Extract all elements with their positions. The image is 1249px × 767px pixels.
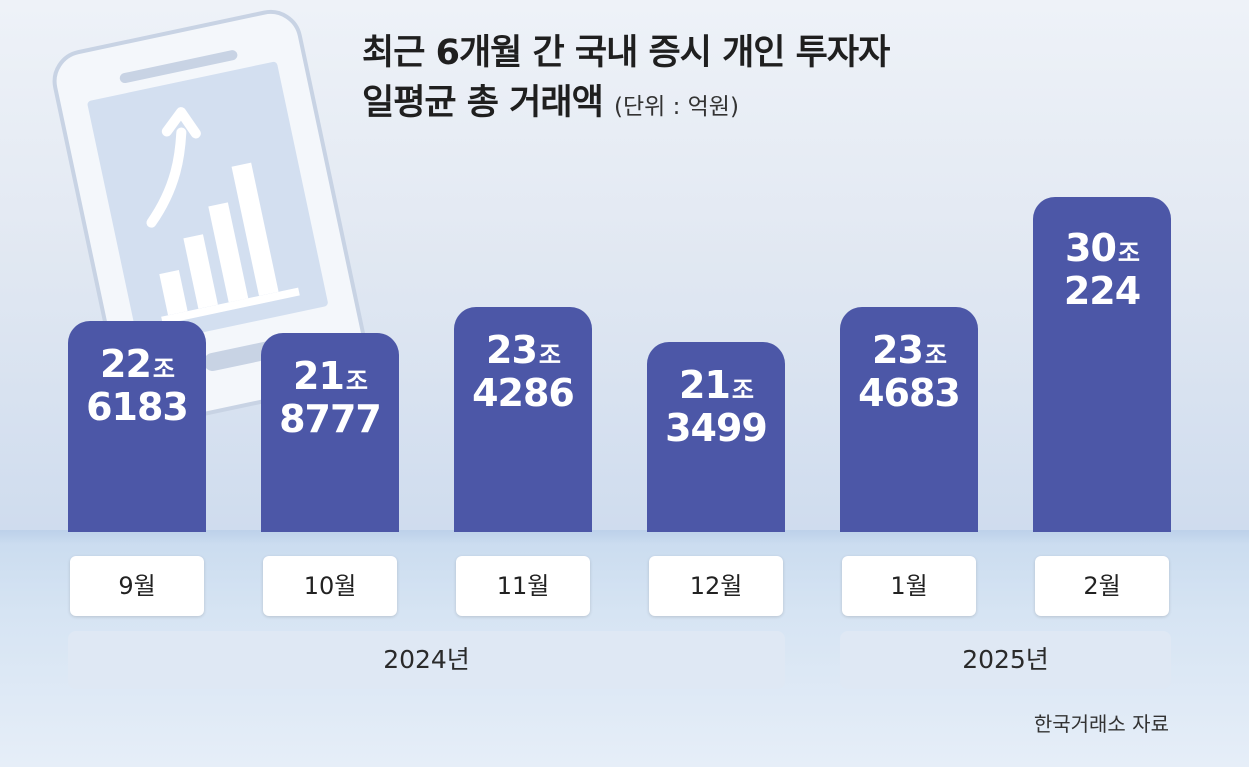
year-label: 2025년 (840, 631, 1171, 689)
bar-12월: 21조 3499 (647, 342, 785, 532)
bar-value-label: 23조 4683 (858, 328, 961, 415)
bar-value-label: 21조 8777 (279, 354, 382, 441)
bar-9월: 22조 6183 (68, 321, 206, 532)
month-label: 10월 (263, 556, 397, 616)
bar-value-label: 22조 6183 (86, 342, 189, 429)
month-label: 1월 (842, 556, 976, 616)
bar-value-label: 23조 4286 (472, 328, 575, 415)
title-line-1: 최근 6개월 간 국내 증시 개인 투자자 (362, 33, 890, 73)
month-label: 12월 (649, 556, 783, 616)
bar-11월: 23조 4286 (454, 307, 592, 532)
source-note: 한국거래소 자료 (1033, 712, 1169, 736)
bar-value-label: 30조 224 (1063, 226, 1141, 313)
year-label: 2024년 (68, 631, 785, 689)
month-label: 2월 (1035, 556, 1169, 616)
month-label: 11월 (456, 556, 590, 616)
bar-2월: 30조 224 (1033, 197, 1171, 532)
title-line-2: 일평균 총 거래액 (362, 83, 604, 123)
month-label: 9월 (70, 556, 204, 616)
bar-value-label: 21조 3499 (665, 363, 768, 450)
unit-label: (단위 : 억원) (613, 94, 739, 120)
bar-10월: 21조 8777 (261, 333, 399, 532)
bar-1월: 23조 4683 (840, 307, 978, 532)
bar-plot-area: 22조 6183 21조 8777 23조 4286 21조 3499 23조 4683 30조 22… (68, 197, 1171, 532)
